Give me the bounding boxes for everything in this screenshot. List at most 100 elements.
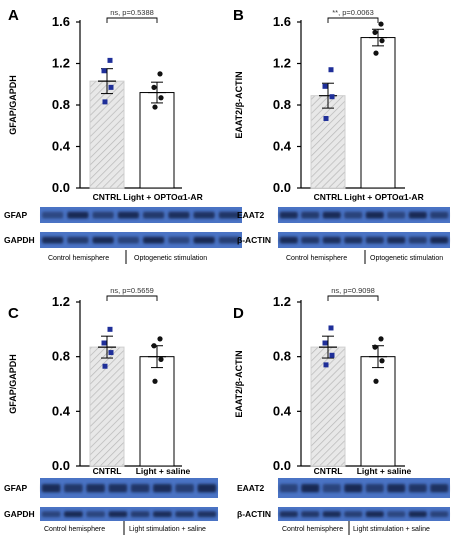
blot-band	[301, 484, 320, 493]
blot-band	[344, 511, 363, 518]
data-point	[107, 326, 113, 332]
caption-treatment: Light stimulation + saline	[129, 526, 206, 533]
category-label: Light + saline	[357, 466, 412, 476]
blot-band	[279, 484, 298, 493]
category-label: CNTRL	[93, 466, 122, 476]
y-tick-label: 0.0	[52, 458, 70, 473]
y-tick-label: 1.6	[273, 14, 291, 29]
blot-label: EAAT2	[237, 210, 265, 220]
blot-label: GFAP	[4, 483, 27, 493]
caption-treatment: Light stimulation + saline	[353, 526, 430, 533]
caption-treatment: Optogenetic stimulation	[370, 255, 443, 262]
blot-band	[344, 236, 363, 244]
blot-background	[40, 478, 218, 498]
western-blot-strip	[40, 507, 218, 521]
panel-a: A GFAP/GAPDH 0.0 0.4 0.8 1.2 1.6 CNTRL Light + O…	[4, 7, 242, 264]
category-label: Light + OPTOα1-AR	[344, 192, 423, 202]
blot-band	[153, 484, 172, 493]
blot-band	[130, 511, 150, 518]
blot-band	[279, 211, 298, 219]
blot-band	[387, 211, 406, 219]
blot-band	[344, 211, 363, 219]
blot-label: β-ACTIN	[237, 509, 271, 519]
blot-band	[408, 484, 427, 493]
y-tick-label: 0.4	[273, 403, 292, 418]
western-blot-strip	[40, 478, 218, 498]
data-point	[373, 50, 379, 56]
blot-band	[193, 211, 215, 219]
bar-control	[89, 80, 125, 189]
data-point	[102, 363, 108, 369]
significance-label: ns, p=0.5659	[110, 286, 154, 295]
data-point	[152, 378, 158, 384]
blot-band	[108, 511, 128, 518]
blot-band	[117, 236, 139, 244]
significance-bracket	[106, 295, 158, 301]
category-label: Light + saline	[136, 466, 191, 476]
significance-bracket	[327, 17, 379, 23]
y-axis-label: EAAT2/β-ACTIN	[234, 71, 244, 138]
blot-band	[168, 211, 190, 219]
blot-band	[197, 511, 217, 518]
category-label: CNTRL	[314, 466, 343, 476]
bar-treated	[360, 37, 396, 189]
significance-label: **, p=0.0063	[332, 8, 374, 17]
blot-band	[301, 511, 320, 518]
data-point	[378, 336, 384, 342]
blot-background	[278, 478, 450, 498]
western-blot-strip	[278, 207, 450, 223]
blot-label: GAPDH	[4, 509, 35, 519]
western-blot-strip	[40, 232, 242, 248]
y-tick-label: 0.0	[273, 458, 291, 473]
y-tick-label: 0.0	[273, 180, 291, 195]
blot-band	[218, 211, 240, 219]
data-point	[378, 21, 384, 27]
blot-band	[67, 211, 89, 219]
blot-band	[344, 484, 363, 493]
blot-band	[143, 236, 165, 244]
panel-b: B EAAT2/β-ACTIN 0.0 0.4 0.8 1.2 1.6 CNTRL Light …	[233, 7, 450, 264]
blot-band	[408, 236, 427, 244]
blot-band	[408, 211, 427, 219]
blot-band	[117, 211, 139, 219]
blot-band	[175, 484, 194, 493]
y-tick-label: 1.2	[273, 294, 291, 309]
western-blot-strip	[278, 478, 450, 498]
blot-background	[278, 207, 450, 223]
data-point	[101, 68, 107, 74]
data-point	[151, 84, 157, 90]
panel-letter: D	[233, 305, 244, 322]
blot-band	[92, 236, 114, 244]
data-point	[101, 340, 107, 346]
data-point	[323, 362, 329, 368]
panel-c: C GFAP/GAPDH 0.0 0.4 0.8 1.2 CNTRL Light + sali…	[4, 286, 218, 535]
data-point	[379, 38, 385, 44]
blot-band	[41, 484, 61, 493]
blot-band	[86, 511, 105, 518]
caption-control: Control hemisphere	[286, 255, 347, 262]
blot-band	[322, 236, 341, 244]
category-label: Light + OPTOα1-AR	[123, 192, 202, 202]
category-label: CNTRL	[93, 192, 122, 202]
y-tick-label: 1.2	[52, 294, 70, 309]
y-tick-label: 1.2	[273, 56, 291, 71]
blot-background	[278, 507, 450, 521]
blot-band	[193, 236, 215, 244]
data-point	[322, 340, 328, 346]
data-point	[323, 115, 329, 121]
blot-background	[278, 232, 450, 248]
y-tick-label: 0.8	[52, 97, 70, 112]
y-tick-label: 0.8	[273, 349, 291, 364]
y-tick-label: 0.4	[52, 139, 71, 154]
bar-control	[310, 95, 346, 189]
data-point	[107, 57, 113, 63]
blot-label: β-ACTIN	[237, 235, 271, 245]
blot-band	[92, 211, 114, 219]
data-point	[108, 350, 114, 356]
y-tick-label: 1.2	[52, 56, 70, 71]
blot-band	[322, 511, 341, 518]
blot-band	[301, 211, 320, 219]
bar-treated	[139, 356, 175, 467]
y-axis-label: GFAP/GAPDH	[8, 354, 18, 414]
